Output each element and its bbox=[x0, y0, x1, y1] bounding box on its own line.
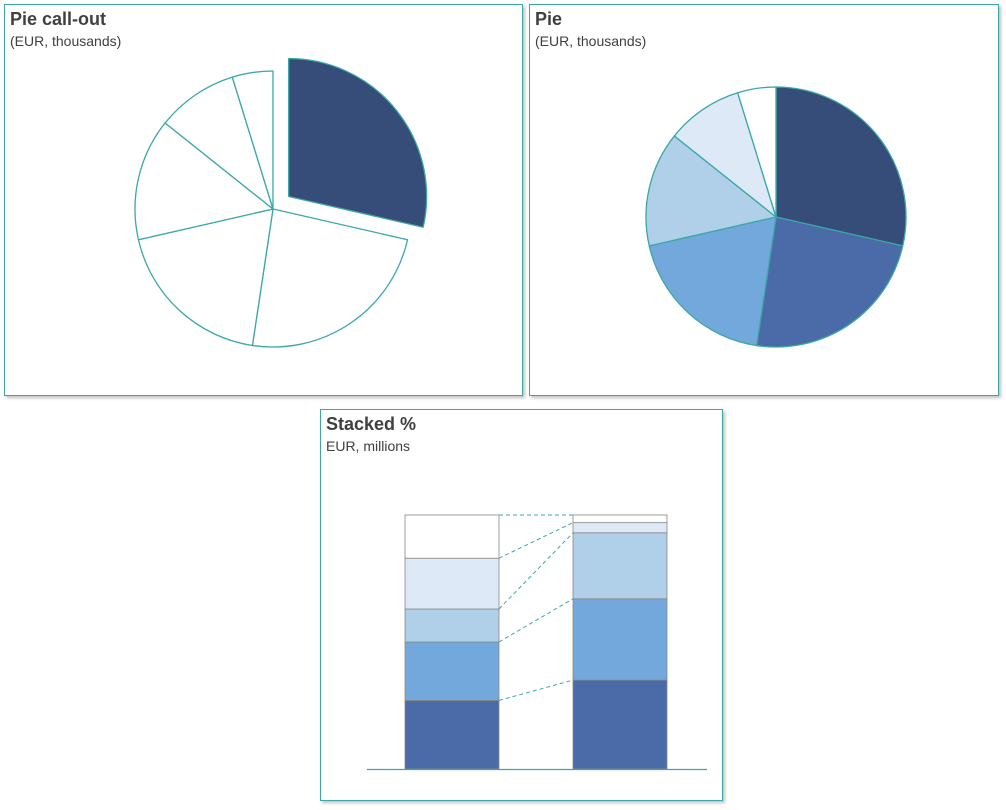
bar-acqua-after bbox=[572, 514, 668, 524]
slice-aria bbox=[164, 76, 274, 210]
connector-aria bbox=[498, 532, 574, 610]
slice-fuoco bbox=[287, 57, 428, 228]
pie-callout-subtitle: (EUR, thousands) bbox=[10, 33, 122, 49]
stacked-subtitle: EUR, millions bbox=[326, 438, 411, 454]
bar-terra-before bbox=[404, 641, 500, 701]
slice-terra bbox=[251, 208, 409, 348]
pie-chart bbox=[645, 86, 907, 348]
slice-mare bbox=[645, 135, 777, 247]
stacked-chart bbox=[367, 514, 707, 771]
bar-aria-after bbox=[572, 532, 668, 600]
pie-callout-title: Pie call-out bbox=[10, 9, 107, 29]
slice-other bbox=[737, 86, 777, 218]
bar-cielo-after bbox=[572, 679, 668, 770]
bar-cielo-before bbox=[404, 700, 500, 770]
slice-aria bbox=[673, 92, 777, 218]
bar-acqua-before bbox=[404, 514, 500, 559]
bar-aria-before bbox=[404, 608, 500, 643]
pie-callout-chart bbox=[134, 57, 428, 348]
slice-cielo bbox=[137, 208, 274, 347]
pie-callout-panel: Pie call-out (EUR, thousands) bbox=[4, 4, 523, 396]
bar-fuoco-before bbox=[404, 557, 500, 610]
pie-panel: Pie (EUR, thousands) bbox=[529, 4, 999, 396]
connector-cielo bbox=[498, 679, 574, 701]
slice-cielo bbox=[648, 216, 777, 347]
connector-fuoco bbox=[498, 522, 574, 559]
pie-title: Pie bbox=[535, 9, 563, 29]
slice-terra bbox=[755, 216, 904, 348]
slice-other bbox=[231, 70, 274, 210]
stacked-panel: Stacked % EUR, millions bbox=[320, 409, 723, 801]
bar-terra-after bbox=[572, 598, 668, 681]
slice-fuoco bbox=[775, 86, 907, 247]
pie-subtitle: (EUR, thousands) bbox=[535, 33, 647, 49]
connector-terra bbox=[498, 598, 574, 643]
bar-fuoco-after bbox=[572, 522, 668, 534]
stacked-title: Stacked % bbox=[326, 414, 417, 434]
slice-mare bbox=[134, 122, 274, 241]
